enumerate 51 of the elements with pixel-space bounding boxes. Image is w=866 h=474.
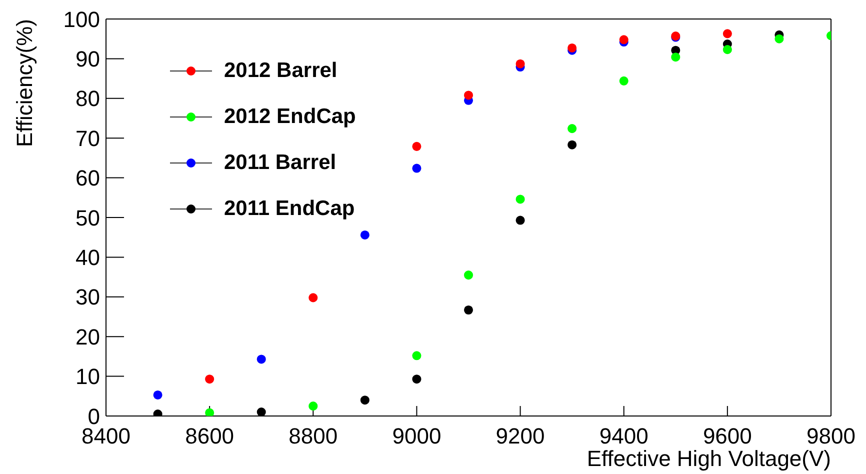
x-tick-label: 8800: [288, 424, 338, 449]
point: [516, 194, 525, 204]
point: [722, 45, 732, 54]
point: [412, 374, 422, 384]
point: [256, 408, 266, 416]
y-tick-label: 100: [63, 6, 100, 32]
legend-label: 2012 Barrel: [224, 59, 338, 83]
point: [412, 142, 422, 151]
point: [360, 396, 370, 405]
y-tick-label: 10: [76, 364, 100, 390]
point: [153, 390, 162, 400]
point: [256, 354, 266, 364]
x-tick-label: 9800: [806, 424, 856, 449]
x-tick-label: 9400: [599, 424, 648, 449]
point: [516, 216, 525, 225]
y-tick-label: 30: [76, 284, 100, 310]
point: [205, 374, 214, 384]
point: [568, 124, 577, 134]
y-tick-label: 70: [76, 126, 100, 151]
point: [360, 230, 370, 240]
x-tick-label: 9200: [496, 424, 545, 449]
point: [464, 305, 474, 315]
point: [619, 35, 628, 44]
legend-label: 2011 EndCap: [224, 197, 355, 221]
point: [205, 408, 214, 416]
x-tick-label: 9000: [392, 424, 442, 449]
x-tick-label: 8600: [185, 424, 234, 449]
point: [308, 402, 318, 411]
x-axis-title: Effective High Voltage(V): [586, 446, 831, 471]
y-tick-label: 40: [76, 245, 100, 270]
point: [464, 90, 474, 100]
legend-label: 2012 EndCap: [224, 105, 356, 129]
point: [568, 140, 577, 150]
point: [516, 59, 525, 68]
point: [412, 351, 422, 360]
y-axis-title: Efficiency(%): [12, 19, 37, 147]
y-tick-label: 90: [76, 46, 100, 72]
x-tick-label: 9600: [702, 424, 752, 449]
point: [722, 29, 732, 38]
legend-label: 2011 Barrel: [224, 151, 336, 175]
point: [619, 76, 628, 86]
point: [671, 52, 680, 62]
point: [464, 270, 474, 280]
y-tick-label: 80: [76, 86, 100, 112]
point: [412, 164, 422, 173]
point: [774, 34, 784, 44]
y-tick-label: 60: [76, 166, 100, 191]
point: [568, 43, 577, 52]
y-tick-label: 20: [76, 324, 100, 350]
point: [308, 293, 318, 302]
y-tick-label: 50: [76, 205, 100, 230]
